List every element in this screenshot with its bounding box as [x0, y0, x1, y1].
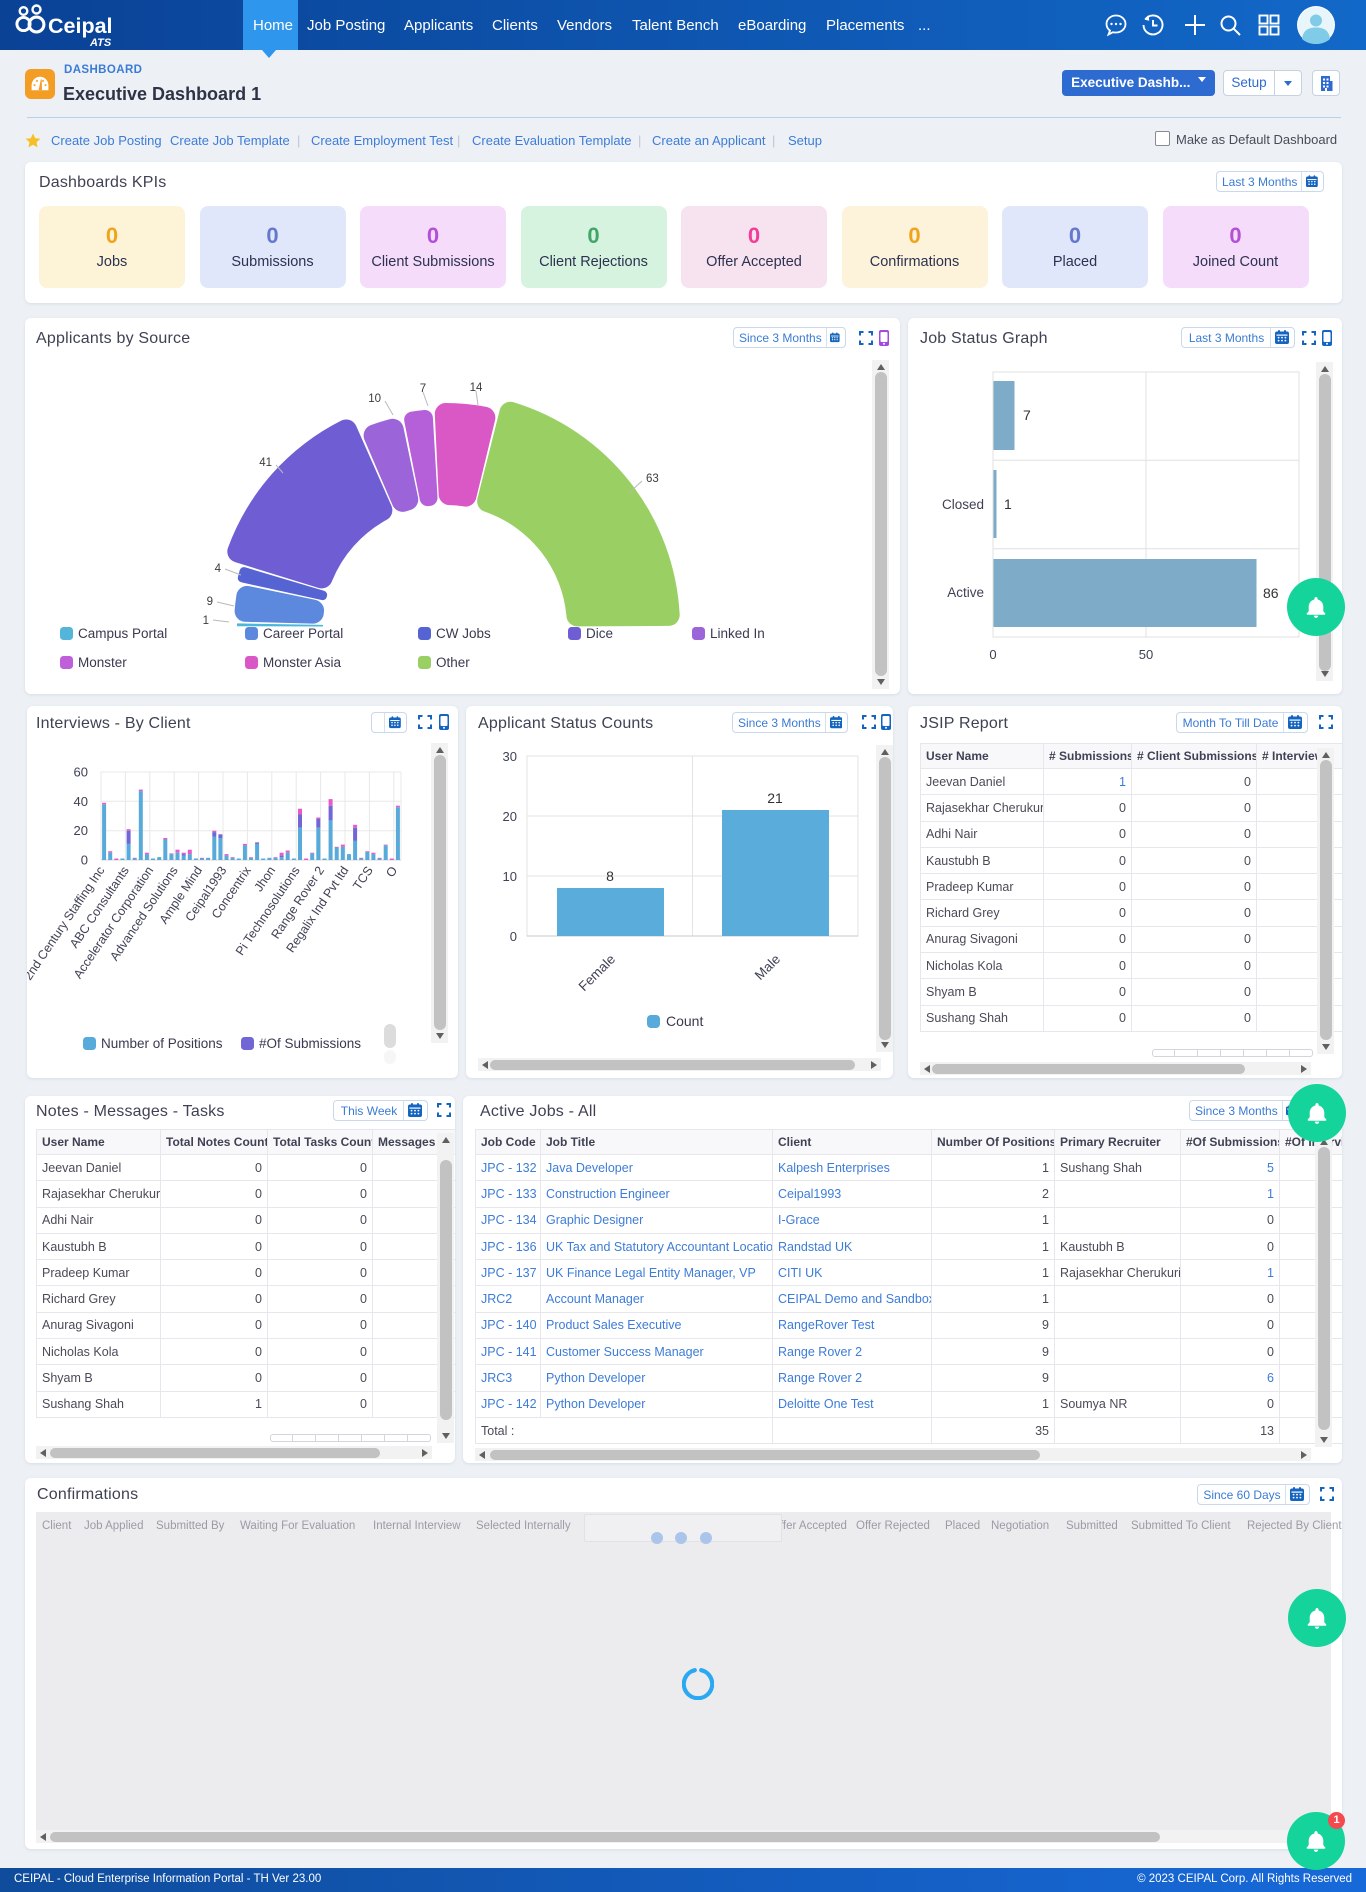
svg-text:10: 10	[503, 869, 517, 884]
svg-text:60: 60	[74, 765, 88, 780]
svg-text:86: 86	[1263, 585, 1279, 601]
svg-text:20: 20	[503, 809, 517, 824]
svg-text:50: 50	[1139, 647, 1153, 662]
svg-text:Count: Count	[666, 1013, 703, 1029]
svg-text:0: 0	[81, 853, 88, 868]
svg-text:30: 30	[503, 749, 517, 764]
svg-text:1: 1	[1004, 496, 1012, 512]
svg-text:Male: Male	[752, 952, 783, 983]
svg-text:Female: Female	[576, 952, 618, 994]
svg-text:0: 0	[510, 929, 517, 944]
svg-text:Ceipal: Ceipal	[48, 14, 113, 38]
svg-text:Number of Positions: Number of Positions	[101, 1036, 223, 1051]
svg-text:Closed: Closed	[942, 497, 984, 512]
svg-text:8: 8	[606, 868, 614, 884]
svg-text:7: 7	[1023, 407, 1031, 423]
svg-text:0: 0	[989, 647, 996, 662]
svg-text:ATS: ATS	[89, 37, 112, 48]
svg-text:20: 20	[74, 823, 88, 838]
svg-text:#Of Submissions: #Of Submissions	[259, 1036, 361, 1051]
svg-text:40: 40	[74, 794, 88, 809]
svg-text:21: 21	[767, 790, 783, 806]
svg-text:Active: Active	[947, 585, 984, 600]
